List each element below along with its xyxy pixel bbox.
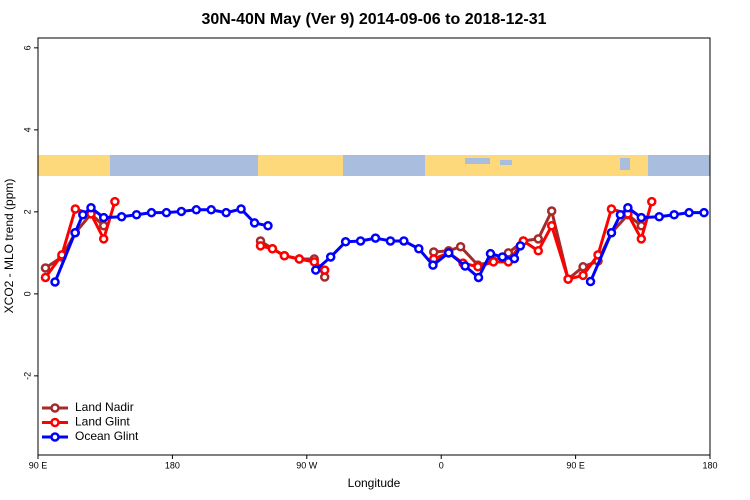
point bbox=[78, 209, 88, 220]
x-tick-label: 180 bbox=[165, 460, 180, 470]
point bbox=[191, 205, 202, 215]
point bbox=[485, 248, 496, 259]
point bbox=[116, 212, 127, 222]
legend-marker bbox=[50, 417, 60, 428]
point bbox=[255, 241, 266, 251]
point bbox=[699, 207, 709, 218]
x-tick-label: 90 W bbox=[296, 460, 318, 470]
point bbox=[563, 274, 573, 284]
legend-label: Land Nadir bbox=[75, 400, 134, 414]
point bbox=[515, 241, 526, 251]
x-tick-label: 0 bbox=[439, 460, 444, 470]
point bbox=[176, 206, 187, 217]
point bbox=[40, 263, 51, 273]
point bbox=[267, 244, 278, 254]
point bbox=[340, 237, 351, 247]
point bbox=[636, 234, 647, 244]
chart-title: 30N-40N May (Ver 9) 2014-09-06 to 2018-1… bbox=[201, 11, 546, 28]
point bbox=[294, 254, 305, 264]
point bbox=[578, 270, 588, 281]
point bbox=[636, 212, 647, 223]
point bbox=[355, 236, 366, 246]
point bbox=[161, 207, 172, 218]
point bbox=[325, 252, 336, 262]
y-tick-label: 4 bbox=[22, 127, 32, 132]
point bbox=[654, 212, 664, 222]
point bbox=[585, 276, 596, 287]
point bbox=[70, 204, 81, 214]
point bbox=[606, 228, 617, 238]
point bbox=[131, 209, 142, 220]
point bbox=[546, 206, 557, 216]
y-axis-label: XCO2 - MLO trend (ppm) bbox=[2, 179, 16, 314]
x-axis-label: Longitude bbox=[348, 476, 401, 490]
plot-frame bbox=[37, 37, 711, 456]
point bbox=[669, 209, 679, 220]
x-tick-label: 90 E bbox=[566, 460, 585, 470]
point bbox=[606, 204, 617, 214]
point bbox=[221, 207, 231, 218]
point bbox=[578, 262, 588, 272]
map-band bbox=[38, 155, 710, 176]
point bbox=[311, 265, 321, 275]
legend-label: Land Glint bbox=[75, 415, 130, 429]
point bbox=[488, 257, 499, 267]
point bbox=[497, 252, 508, 262]
point bbox=[370, 233, 381, 243]
point bbox=[455, 241, 466, 252]
point bbox=[684, 207, 694, 218]
point bbox=[546, 221, 557, 231]
y-tick-label: 2 bbox=[22, 209, 32, 214]
legend-marker bbox=[50, 432, 60, 442]
y-tick-label: 6 bbox=[22, 45, 32, 50]
point bbox=[385, 236, 396, 246]
point bbox=[533, 246, 544, 256]
point bbox=[249, 218, 260, 228]
point bbox=[263, 221, 273, 231]
legend-marker bbox=[50, 403, 60, 413]
legend-label: Ocean Glint bbox=[75, 429, 139, 443]
point bbox=[533, 234, 544, 244]
point bbox=[647, 196, 657, 207]
y-tick-label: 0 bbox=[22, 291, 32, 296]
point bbox=[50, 277, 60, 287]
x-tick-label: 180 bbox=[702, 460, 717, 470]
point bbox=[279, 250, 290, 261]
point bbox=[86, 203, 96, 213]
point bbox=[509, 253, 520, 264]
point bbox=[319, 265, 330, 275]
point bbox=[473, 262, 483, 272]
point bbox=[70, 228, 80, 238]
point bbox=[98, 234, 109, 244]
point bbox=[40, 272, 51, 283]
point bbox=[623, 203, 633, 213]
point bbox=[309, 257, 320, 267]
point bbox=[98, 212, 109, 223]
point bbox=[206, 205, 216, 215]
point bbox=[414, 244, 424, 254]
x-tick-label: 90 E bbox=[29, 460, 48, 470]
point bbox=[473, 272, 484, 283]
point bbox=[460, 261, 470, 271]
point bbox=[146, 207, 157, 218]
point bbox=[399, 236, 409, 246]
point bbox=[110, 196, 120, 207]
y-tick-label: -2 bbox=[22, 372, 32, 380]
point bbox=[615, 209, 626, 220]
point bbox=[428, 260, 438, 270]
point bbox=[443, 248, 454, 258]
point bbox=[236, 204, 246, 214]
series-line bbox=[53, 205, 705, 283]
